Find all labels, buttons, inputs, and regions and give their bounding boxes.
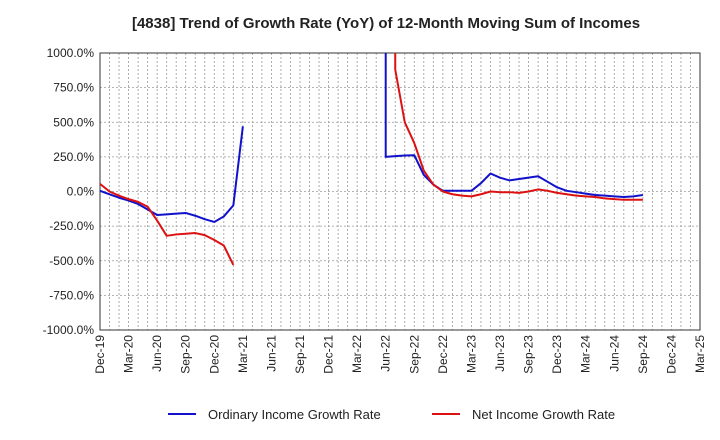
plot-area <box>100 53 644 266</box>
series-line-ordinary-income <box>100 53 644 223</box>
x-tick-label: Dec-20 <box>207 335 221 374</box>
x-tick-label: Jun-24 <box>607 335 621 372</box>
y-tick-label: 500.0% <box>53 115 94 129</box>
legend-label: Ordinary Income Growth Rate <box>208 407 381 422</box>
x-tick-label: Sep-22 <box>407 335 421 374</box>
x-tick-label: Sep-21 <box>293 335 307 374</box>
x-tick-label: Mar-23 <box>464 335 478 373</box>
y-tick-label: -750.0% <box>49 288 94 302</box>
grid-lines <box>100 53 700 330</box>
x-tick-label: Jun-20 <box>150 335 164 372</box>
y-tick-label: 0.0% <box>67 185 95 199</box>
x-tick-label: Jun-22 <box>379 335 393 372</box>
legend: Ordinary Income Growth Rate Net Income Gr… <box>168 407 615 422</box>
y-tick-label: -1000.0% <box>43 323 95 337</box>
legend-label: Net Income Growth Rate <box>472 407 615 422</box>
y-tick-label: 250.0% <box>53 150 94 164</box>
y-tick-label: 1000.0% <box>47 46 95 60</box>
y-tick-label: -250.0% <box>49 219 94 233</box>
x-tick-label: Dec-23 <box>550 335 564 374</box>
x-tick-labels: Dec-19 Mar-20 Jun-20 Sep-20 Dec-20 Mar-21 Jun-… <box>93 335 707 374</box>
x-tick-label: Sep-20 <box>179 335 193 374</box>
x-tick-label: Sep-23 <box>522 335 536 374</box>
x-tick-label: Sep-24 <box>636 335 650 374</box>
x-tick-label: Mar-24 <box>579 335 593 373</box>
chart-title: [4838] Trend of Growth Rate (YoY) of 12-… <box>132 15 640 32</box>
x-tick-label: Dec-22 <box>436 335 450 374</box>
y-tick-label: 750.0% <box>53 81 94 95</box>
x-tick-label: Jun-23 <box>493 335 507 372</box>
x-tick-label: Dec-24 <box>664 335 678 374</box>
x-tick-label: Mar-20 <box>122 335 136 373</box>
x-tick-label: Mar-21 <box>236 335 250 373</box>
series-line-net-income <box>100 53 643 266</box>
x-tick-label: Dec-19 <box>93 335 107 374</box>
y-tick-label: -500.0% <box>49 254 94 268</box>
x-tick-label: Mar-22 <box>350 335 364 373</box>
y-tick-labels: 1000.0% 750.0% 500.0% 250.0% 0.0% -250.0% -500… <box>43 46 95 337</box>
x-tick-label: Mar-25 <box>693 335 707 373</box>
x-tick-label: Dec-21 <box>322 335 336 374</box>
x-tick-label: Jun-21 <box>264 335 278 372</box>
